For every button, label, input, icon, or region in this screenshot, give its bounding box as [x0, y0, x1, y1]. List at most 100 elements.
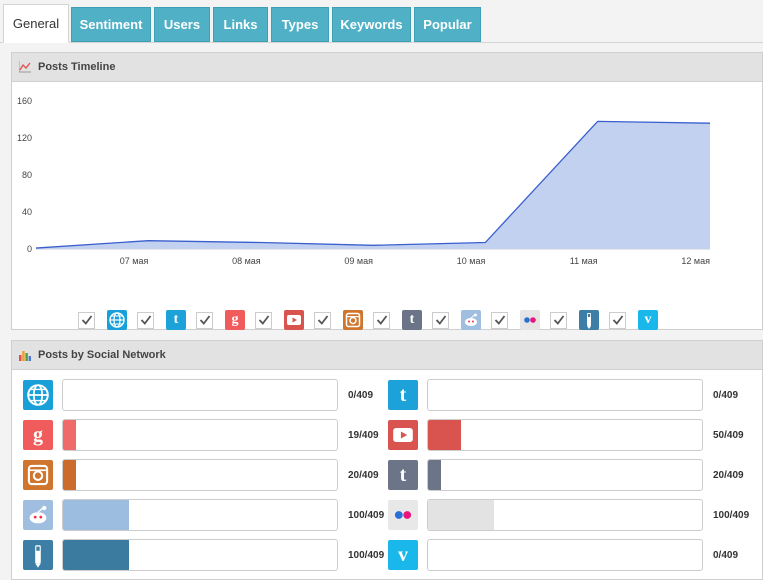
tab-links[interactable]: Links	[213, 7, 268, 42]
network-progress-bar	[427, 499, 703, 531]
posts-by-network-title: Posts by Social Network	[38, 349, 166, 361]
youtube-icon	[284, 310, 304, 330]
tumblr-icon: t	[388, 460, 418, 490]
posts-timeline-chart: 0 40 80 120 160 07 мая 08 мая 09 мая 10 мая 11 ма…	[17, 96, 710, 266]
reddit-icon	[23, 500, 53, 530]
network-count: 0/409	[713, 389, 739, 401]
checkmark-icon	[317, 315, 328, 325]
y-tick-label: 40	[22, 207, 32, 217]
x-tick-label: 09 мая	[344, 256, 373, 266]
posts-timeline-title: Posts Timeline	[38, 61, 116, 73]
network-progress-bar	[427, 539, 703, 571]
legend-item[interactable]: t	[137, 310, 186, 330]
network-count: 20/409	[713, 469, 744, 481]
y-tick-label: 160	[17, 96, 32, 106]
network-progress-bar	[62, 459, 338, 491]
checkmark-icon	[199, 315, 210, 325]
network-progress-fill	[428, 500, 494, 530]
network-progress-fill	[63, 540, 129, 570]
twitter-icon: t	[388, 380, 418, 410]
legend-checkbox[interactable]	[432, 311, 449, 329]
legend-item[interactable]	[432, 310, 481, 330]
livejournal-icon	[579, 310, 599, 330]
checkmark-icon	[435, 315, 446, 325]
checkmark-icon	[140, 315, 151, 325]
network-row: t 0/409	[388, 379, 738, 411]
tab-users[interactable]: Users	[154, 7, 210, 42]
network-progress-bar	[427, 419, 703, 451]
legend-checkbox[interactable]	[609, 311, 626, 329]
vimeo-icon: v	[638, 310, 658, 330]
line-chart-icon	[19, 61, 31, 73]
network-row: 100/409	[23, 539, 384, 571]
posts-timeline-panel: Posts Timeline 0 40 80 120 160 07 мая 08 мая 09…	[11, 52, 763, 330]
google-plus-icon: g	[23, 420, 53, 450]
network-count: 0/409	[348, 389, 374, 401]
checkmark-icon	[81, 315, 92, 325]
y-tick-label: 0	[27, 244, 32, 254]
network-row: v 0/409	[388, 539, 738, 571]
legend-item[interactable]: v	[609, 310, 658, 330]
reddit-icon	[461, 310, 481, 330]
legend-checkbox[interactable]	[314, 311, 331, 329]
x-tick-label: 08 мая	[232, 256, 261, 266]
tab-sentiment[interactable]: Sentiment	[71, 7, 151, 42]
network-progress-fill	[428, 420, 461, 450]
tab-general[interactable]: General	[3, 4, 69, 43]
legend-checkbox[interactable]	[491, 311, 508, 329]
network-progress-bar	[62, 539, 338, 571]
checkmark-icon	[258, 315, 269, 325]
bar-chart-icon	[19, 351, 31, 361]
instagram-icon	[343, 310, 363, 330]
legend-item[interactable]	[78, 310, 127, 330]
network-count: 100/409	[348, 549, 385, 561]
network-count: 19/409	[348, 429, 379, 441]
legend-item[interactable]	[491, 310, 540, 330]
legend-item[interactable]	[255, 310, 304, 330]
network-row: 100/409	[23, 499, 384, 531]
legend-checkbox[interactable]	[196, 311, 213, 329]
livejournal-icon	[23, 540, 53, 570]
legend-item[interactable]: g	[196, 310, 245, 330]
legend-item[interactable]: t	[373, 310, 422, 330]
network-row: 0/409	[23, 379, 373, 411]
checkmark-icon	[553, 315, 564, 325]
instagram-icon	[23, 460, 53, 490]
youtube-icon	[388, 420, 418, 450]
timeline-area	[36, 121, 710, 249]
flickr-icon	[388, 500, 418, 530]
network-progress-bar	[62, 379, 338, 411]
tab-popular[interactable]: Popular	[414, 7, 481, 42]
y-tick-label: 80	[22, 170, 32, 180]
posts-by-network-panel: Posts by Social Network 0/409 t 0/409 g 19/4…	[11, 340, 763, 580]
posts-by-network-header: Posts by Social Network	[12, 341, 762, 370]
network-progress-bar	[427, 459, 703, 491]
tab-types[interactable]: Types	[271, 7, 329, 42]
network-count: 20/409	[348, 469, 379, 481]
network-progress-bar	[62, 499, 338, 531]
legend-checkbox[interactable]	[78, 311, 95, 329]
network-progress-fill	[63, 420, 76, 450]
legend-checkbox[interactable]	[373, 311, 390, 329]
checkmark-icon	[376, 315, 387, 325]
globe-icon	[107, 310, 127, 330]
vimeo-icon: v	[388, 540, 418, 570]
network-progress-bar	[62, 419, 338, 451]
x-tick-label: 11 мая	[570, 256, 598, 266]
posts-timeline-header: Posts Timeline	[12, 53, 762, 82]
tab-bar: General Sentiment Users Links Types Keyw…	[0, 0, 763, 43]
network-count: 100/409	[713, 509, 750, 521]
network-row: t 20/409	[388, 459, 744, 491]
legend-checkbox[interactable]	[137, 311, 154, 329]
y-tick-label: 120	[17, 133, 32, 143]
tab-keywords[interactable]: Keywords	[332, 7, 411, 42]
legend-item[interactable]	[314, 310, 363, 330]
google-plus-icon: g	[225, 310, 245, 330]
legend-checkbox[interactable]	[550, 311, 567, 329]
legend-item[interactable]	[550, 310, 599, 330]
network-row: 50/409	[388, 419, 744, 451]
network-count: 100/409	[348, 509, 385, 521]
twitter-icon: t	[166, 310, 186, 330]
legend-checkbox[interactable]	[255, 311, 272, 329]
